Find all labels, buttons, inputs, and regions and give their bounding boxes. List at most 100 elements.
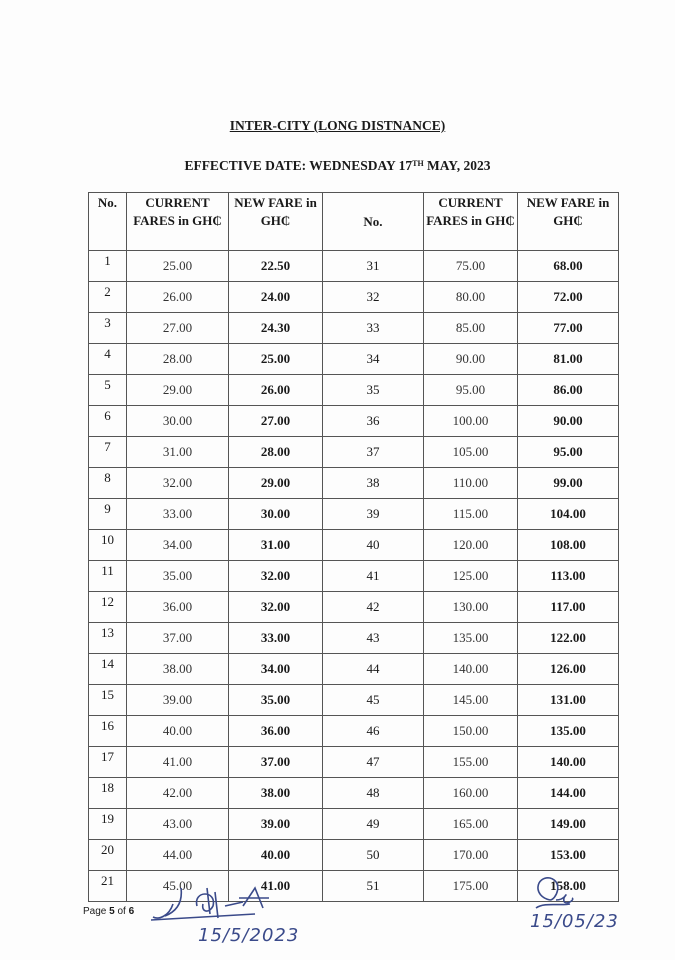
cell-new-fare: 24.30 <box>228 312 323 344</box>
cell-new-fare: 122.00 <box>517 622 619 654</box>
signature-left <box>150 886 269 921</box>
cell-new-fare: 26.00 <box>228 374 323 406</box>
table-row: 7 31.00 28.00 37 105.00 95.00 <box>88 436 619 468</box>
cell-new-fare: 37.00 <box>228 746 323 778</box>
cell-no: 39 <box>322 498 424 530</box>
cell-current-fare: 105.00 <box>423 436 518 468</box>
cell-no: 16 <box>88 715 127 747</box>
cell-current-fare: 34.00 <box>126 529 229 561</box>
cell-new-fare: 117.00 <box>517 591 619 623</box>
cell-new-fare: 32.00 <box>228 591 323 623</box>
table-header-row: No. CURRENT FARES in GH₵ NEW FARE in GH₵… <box>88 192 619 251</box>
cell-new-fare: 77.00 <box>517 312 619 344</box>
cell-current-fare: 80.00 <box>423 281 518 313</box>
table-row: 16 40.00 36.00 46 150.00 135.00 <box>88 715 619 747</box>
signature-right-date: 15/05/23 <box>530 911 619 932</box>
cell-current-fare: 120.00 <box>423 529 518 561</box>
cell-current-fare: 37.00 <box>126 622 229 654</box>
cell-new-fare: 131.00 <box>517 684 619 716</box>
cell-no: 37 <box>322 436 424 468</box>
cell-new-fare: 140.00 <box>517 746 619 778</box>
cell-new-fare: 34.00 <box>228 653 323 685</box>
table-row: 8 32.00 29.00 38 110.00 99.00 <box>88 467 619 499</box>
cell-no: 11 <box>88 560 127 592</box>
cell-new-fare: 135.00 <box>517 715 619 747</box>
cell-current-fare: 175.00 <box>423 870 518 902</box>
cell-no: 18 <box>88 777 127 809</box>
cell-current-fare: 150.00 <box>423 715 518 747</box>
signature-right <box>535 877 574 909</box>
cell-new-fare: 81.00 <box>517 343 619 375</box>
cell-current-fare: 30.00 <box>126 405 229 437</box>
cell-no: 2 <box>88 281 127 313</box>
cell-new-fare: 95.00 <box>517 436 619 468</box>
cell-current-fare: 41.00 <box>126 746 229 778</box>
cell-new-fare: 32.00 <box>228 560 323 592</box>
cell-current-fare: 100.00 <box>423 405 518 437</box>
cell-new-fare: 38.00 <box>228 777 323 809</box>
cell-current-fare: 28.00 <box>126 343 229 375</box>
cell-no: 42 <box>322 591 424 623</box>
cell-new-fare: 39.00 <box>228 808 323 840</box>
cell-no: 4 <box>88 343 127 375</box>
effective-date: EFFECTIVE DATE: WEDNESDAY 17TH MAY, 2023 <box>184 158 491 173</box>
cell-no: 34 <box>322 343 424 375</box>
cell-no: 43 <box>322 622 424 654</box>
cell-no: 6 <box>88 405 127 437</box>
cell-no: 49 <box>322 808 424 840</box>
header-no: No. <box>88 192 127 251</box>
cell-new-fare: 33.00 <box>228 622 323 654</box>
cell-new-fare: 30.00 <box>228 498 323 530</box>
document-title: INTER-CITY (LONG DISTNANCE) <box>229 118 446 133</box>
cell-current-fare: 29.00 <box>126 374 229 406</box>
table-row: 1 25.00 22.50 31 75.00 68.00 <box>88 250 619 282</box>
cell-new-fare: 24.00 <box>228 281 323 313</box>
cell-new-fare: 29.00 <box>228 467 323 499</box>
cell-no: 46 <box>322 715 424 747</box>
cell-no: 8 <box>88 467 127 499</box>
cell-new-fare: 25.00 <box>228 343 323 375</box>
table-row: 5 29.00 26.00 35 95.00 86.00 <box>88 374 619 406</box>
cell-current-fare: 130.00 <box>423 591 518 623</box>
cell-current-fare: 27.00 <box>126 312 229 344</box>
fare-table: No. CURRENT FARES in GH₵ NEW FARE in GH₵… <box>88 192 619 902</box>
table-row: 6 30.00 27.00 36 100.00 90.00 <box>88 405 619 437</box>
table-row: 17 41.00 37.00 47 155.00 140.00 <box>88 746 619 778</box>
table-row: 2 26.00 24.00 32 80.00 72.00 <box>88 281 619 313</box>
cell-no: 32 <box>322 281 424 313</box>
cell-new-fare: 35.00 <box>228 684 323 716</box>
cell-current-fare: 115.00 <box>423 498 518 530</box>
cell-new-fare: 86.00 <box>517 374 619 406</box>
cell-no: 7 <box>88 436 127 468</box>
cell-no: 15 <box>88 684 127 716</box>
table-row: 14 38.00 34.00 44 140.00 126.00 <box>88 653 619 685</box>
table-row: 18 42.00 38.00 48 160.00 144.00 <box>88 777 619 809</box>
cell-current-fare: 85.00 <box>423 312 518 344</box>
cell-new-fare: 31.00 <box>228 529 323 561</box>
cell-current-fare: 160.00 <box>423 777 518 809</box>
cell-no: 35 <box>322 374 424 406</box>
cell-no: 50 <box>322 839 424 871</box>
cell-new-fare: 144.00 <box>517 777 619 809</box>
cell-new-fare: 22.50 <box>228 250 323 282</box>
cell-current-fare: 42.00 <box>126 777 229 809</box>
cell-new-fare: 108.00 <box>517 529 619 561</box>
cell-new-fare: 158.00 <box>517 870 619 902</box>
cell-no: 17 <box>88 746 127 778</box>
cell-no: 9 <box>88 498 127 530</box>
cell-no: 33 <box>322 312 424 344</box>
header-current-fare: CURRENT FARES in GH₵ <box>423 192 518 251</box>
header-current-fare: CURRENT FARES in GH₵ <box>126 192 229 251</box>
cell-no: 51 <box>322 870 424 902</box>
cell-no: 20 <box>88 839 127 871</box>
cell-no: 41 <box>322 560 424 592</box>
cell-current-fare: 26.00 <box>126 281 229 313</box>
cell-new-fare: 40.00 <box>228 839 323 871</box>
cell-no: 31 <box>322 250 424 282</box>
cell-current-fare: 25.00 <box>126 250 229 282</box>
cell-current-fare: 135.00 <box>423 622 518 654</box>
header-new-fare: NEW FARE in GH₵ <box>228 192 323 251</box>
cell-no: 40 <box>322 529 424 561</box>
cell-no: 10 <box>88 529 127 561</box>
header-no: No. <box>322 192 424 251</box>
